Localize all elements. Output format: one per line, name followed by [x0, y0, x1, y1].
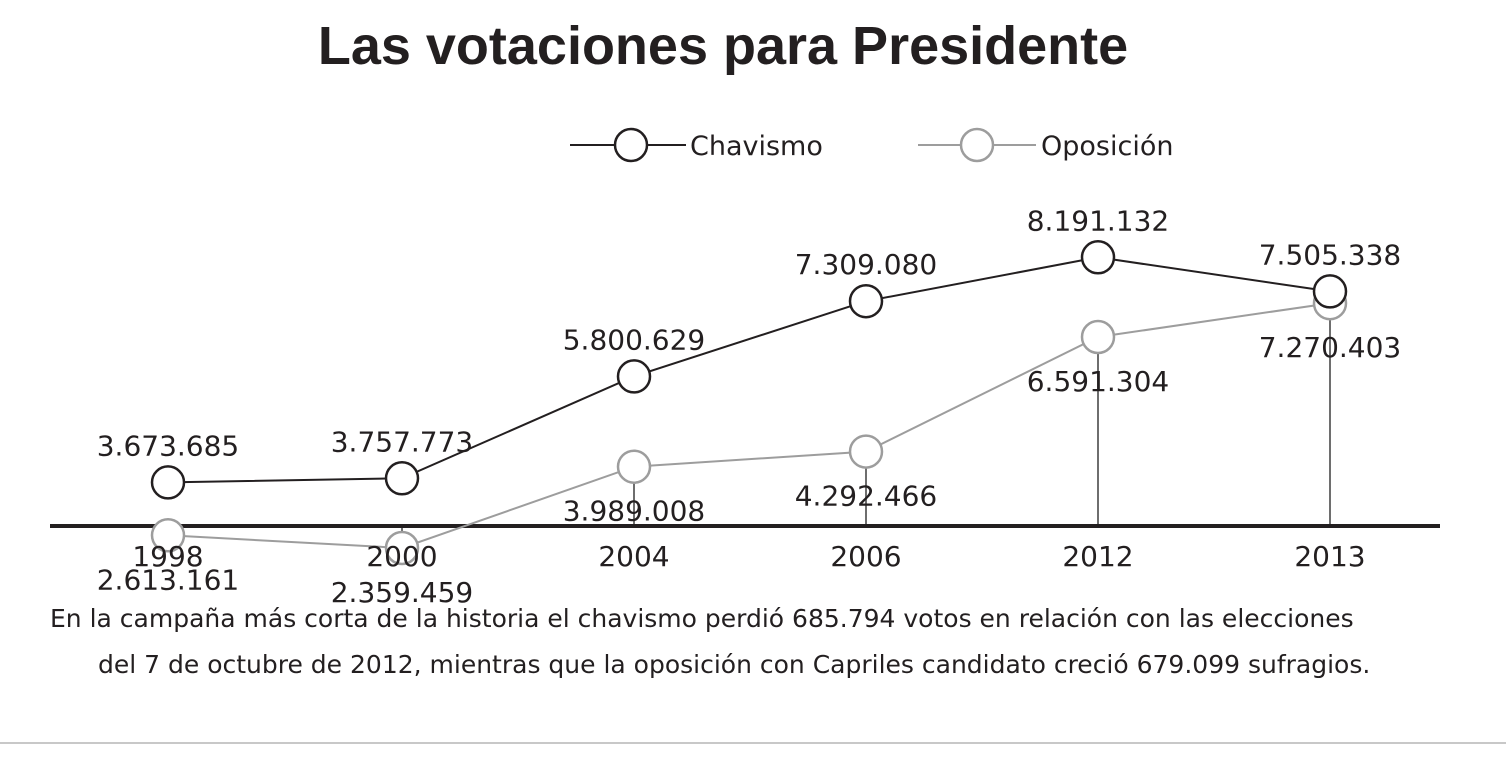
chart-title: Las votaciones para Presidente [318, 16, 1128, 76]
x-tick-label-2004: 2004 [598, 540, 669, 573]
legend-marker-chavismo [613, 127, 649, 163]
legend-label-oposicion: Oposición [1041, 131, 1173, 162]
data-label-oposicion-1998: 2.613.161 [97, 563, 240, 596]
legend: Chavismo Oposición [570, 127, 1173, 163]
marker-oposicion-2000 [384, 530, 420, 566]
marker-chavismo-2012 [1080, 240, 1116, 275]
x-tick-label-2012: 2012 [1062, 540, 1133, 573]
marker-oposicion-2004 [616, 449, 652, 484]
series-line-oposicion [167, 302, 1331, 550]
legend-label-chavismo: Chavismo [690, 131, 823, 162]
marker-chavismo-1998 [150, 465, 186, 500]
legend-marker-oposicion [959, 127, 995, 163]
data-label-oposicion-2000: 2.359.459 [331, 576, 474, 609]
marker-oposicion-2006 [848, 434, 884, 469]
caption: En la campaña más corta de la historia e… [50, 596, 1470, 688]
marker-chavismo-2000 [384, 461, 420, 496]
data-label-oposicion-2006: 4.292.466 [795, 480, 938, 513]
series-line-chavismo [167, 256, 1331, 484]
marker-oposicion-1998 [150, 518, 186, 553]
data-label-oposicion-2013: 7.270.403 [1259, 331, 1402, 364]
x-tick-labels: 1998 2000 2004 2006 2012 2013 [132, 540, 1365, 573]
marker-oposicion-2012 [1080, 319, 1116, 355]
data-label-oposicion-2012: 6.591.304 [1027, 365, 1170, 398]
series-lines [167, 256, 1331, 550]
data-label-chavismo-2000: 3.757.773 [331, 425, 474, 458]
marker-chavismo-2006 [848, 283, 884, 319]
data-label-chavismo-2006: 7.309.080 [795, 248, 938, 281]
x-tick-label-2013: 2013 [1294, 540, 1365, 573]
data-label-oposicion-2004: 3.989.008 [563, 495, 706, 528]
value-labels: 3.673.685 3.757.773 5.800.629 7.309.080 8.19… [97, 204, 1402, 609]
x-tick-label-1998: 1998 [132, 540, 203, 573]
x-tick-label-2000: 2000 [366, 540, 437, 573]
data-label-chavismo-2004: 5.800.629 [563, 323, 706, 356]
caption-line-1: En la campaña más corta de la historia e… [50, 604, 1354, 633]
data-label-chavismo-2013: 7.505.338 [1259, 238, 1402, 271]
data-label-chavismo-1998: 3.673.685 [97, 429, 240, 462]
marker-chavismo-2004 [616, 359, 652, 394]
x-tick-label-2006: 2006 [830, 540, 901, 573]
bottom-divider [0, 742, 1506, 744]
caption-line-2: del 7 de octubre de 2012, mientras que l… [98, 650, 1371, 679]
data-label-chavismo-2012: 8.191.132 [1027, 204, 1170, 237]
markers [150, 240, 1348, 566]
marker-chavismo-2013 [1312, 274, 1348, 309]
